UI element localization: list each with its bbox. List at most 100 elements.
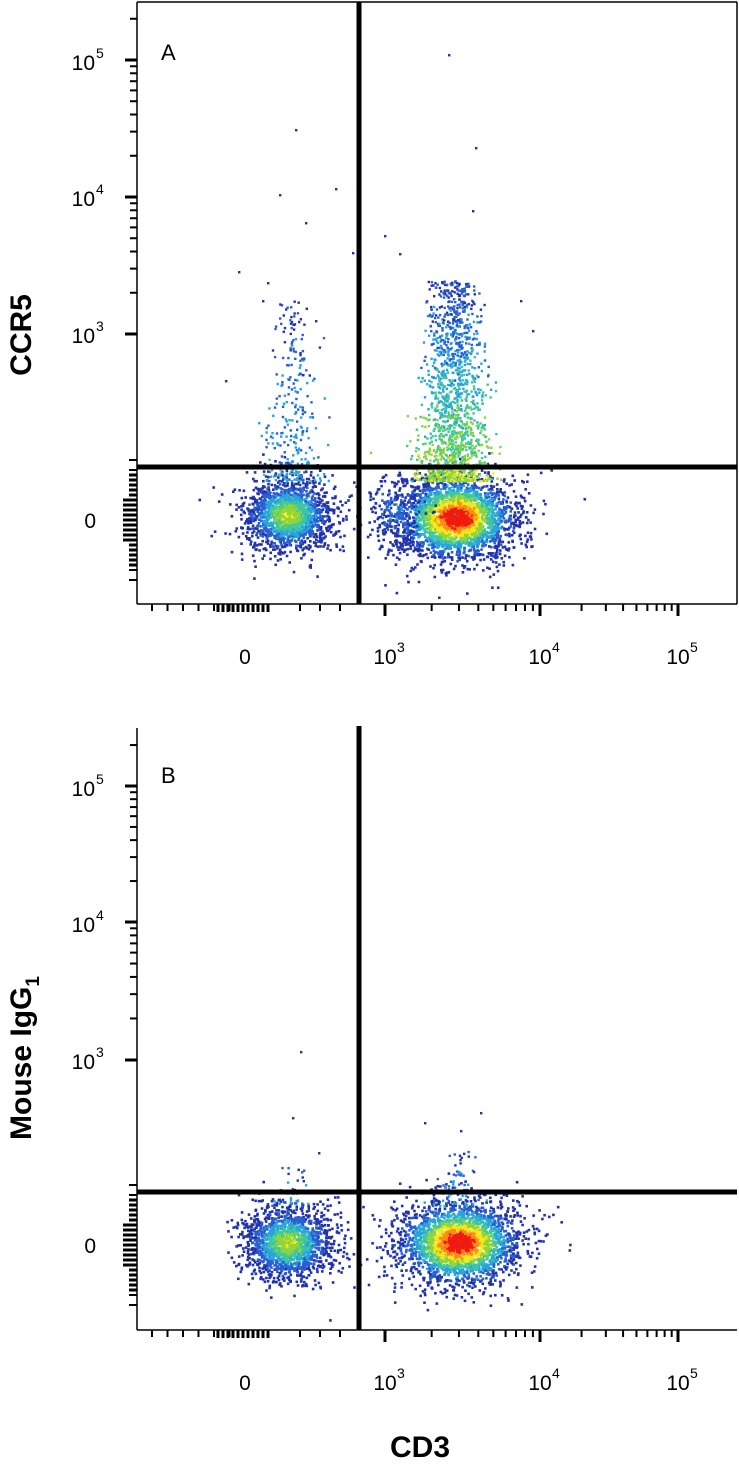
event-dot bbox=[304, 483, 308, 487]
event-dot bbox=[426, 540, 429, 543]
event-dot bbox=[391, 531, 395, 535]
event-dot bbox=[406, 444, 409, 448]
event-dot bbox=[452, 463, 456, 466]
event-dot bbox=[312, 514, 315, 518]
event-dot bbox=[284, 542, 288, 545]
event-dot bbox=[526, 538, 530, 541]
event-dot bbox=[406, 547, 410, 551]
event-dot bbox=[288, 493, 292, 497]
event-dot bbox=[473, 567, 476, 571]
event-dot bbox=[414, 450, 418, 453]
event-dot bbox=[429, 551, 433, 554]
event-dot bbox=[445, 574, 448, 577]
event-dot bbox=[421, 515, 425, 519]
event-dot bbox=[347, 508, 351, 512]
event-dot bbox=[456, 545, 460, 549]
event-dot bbox=[450, 551, 454, 554]
event-dot bbox=[459, 506, 463, 509]
event-dot bbox=[278, 516, 281, 519]
event-dot bbox=[451, 502, 455, 506]
event-dot bbox=[262, 499, 266, 502]
event-dot bbox=[452, 519, 455, 522]
event-dot bbox=[249, 521, 253, 524]
event-dot bbox=[275, 510, 278, 514]
event-dot bbox=[469, 498, 473, 502]
event-dot bbox=[465, 442, 468, 445]
event-dot bbox=[484, 479, 487, 483]
event-dot bbox=[525, 545, 528, 549]
event-dot bbox=[255, 502, 259, 505]
event-dot bbox=[323, 542, 327, 545]
event-dot bbox=[502, 512, 505, 516]
event-dot bbox=[451, 526, 455, 530]
event-dot bbox=[463, 481, 466, 484]
event-dot bbox=[328, 508, 332, 512]
event-dot bbox=[395, 556, 399, 559]
event-dot bbox=[396, 530, 400, 533]
event-dot bbox=[464, 512, 468, 515]
event-dot bbox=[244, 496, 247, 499]
event-dot bbox=[450, 542, 454, 545]
event-dot bbox=[478, 341, 481, 344]
event-dot bbox=[463, 363, 466, 367]
event-dot bbox=[258, 502, 261, 505]
event-dot bbox=[441, 536, 445, 540]
event-dot bbox=[249, 540, 253, 543]
event-dot bbox=[434, 520, 437, 524]
event-dot bbox=[327, 529, 330, 533]
event-dot bbox=[290, 518, 294, 522]
event-dot bbox=[305, 528, 309, 531]
event-dot bbox=[391, 519, 395, 522]
event-dot bbox=[294, 511, 298, 514]
event-dot bbox=[278, 519, 281, 523]
event-dot bbox=[512, 526, 516, 530]
event-dot bbox=[444, 509, 447, 513]
event-dot bbox=[285, 494, 288, 497]
event-dot bbox=[342, 549, 345, 553]
event-dot bbox=[478, 486, 481, 490]
event-dot bbox=[424, 442, 427, 445]
event-dot bbox=[428, 531, 432, 534]
event-dot bbox=[283, 482, 286, 485]
event-dot bbox=[431, 539, 434, 542]
event-dot bbox=[440, 506, 444, 510]
event-dot bbox=[467, 549, 471, 553]
event-dot bbox=[488, 452, 491, 455]
event-dot bbox=[341, 545, 345, 548]
event-dot bbox=[496, 556, 499, 559]
event-dot bbox=[441, 482, 444, 485]
event-dot bbox=[299, 498, 302, 501]
event-dot bbox=[403, 512, 406, 515]
event-dot bbox=[421, 549, 424, 552]
density-cloud-a bbox=[198, 54, 587, 600]
event-dot bbox=[461, 321, 464, 324]
event-dot bbox=[449, 358, 452, 361]
event-dot bbox=[398, 487, 402, 490]
event-dot bbox=[479, 511, 482, 514]
event-dot bbox=[420, 403, 423, 407]
event-dot bbox=[474, 492, 478, 495]
event-dot bbox=[267, 507, 270, 510]
event-dot bbox=[513, 479, 516, 482]
event-dot bbox=[276, 481, 280, 484]
event-dot bbox=[479, 523, 482, 527]
event-dot bbox=[432, 312, 435, 315]
event-dot bbox=[259, 508, 262, 511]
event-dot bbox=[258, 549, 261, 552]
event-dot bbox=[483, 350, 486, 353]
event-dot bbox=[480, 369, 484, 373]
event-dot bbox=[451, 505, 454, 508]
event-dot bbox=[471, 494, 474, 498]
event-dot bbox=[508, 506, 512, 509]
event-dot bbox=[468, 493, 471, 497]
event-dot bbox=[472, 545, 476, 548]
event-dot bbox=[332, 523, 335, 526]
event-dot bbox=[282, 530, 285, 534]
event-dot bbox=[266, 494, 269, 498]
event-dot bbox=[502, 516, 506, 520]
event-dot bbox=[314, 481, 317, 484]
event-dot bbox=[449, 391, 452, 394]
event-dot bbox=[247, 509, 251, 512]
event-dot bbox=[450, 502, 453, 505]
event-dot bbox=[424, 510, 427, 514]
